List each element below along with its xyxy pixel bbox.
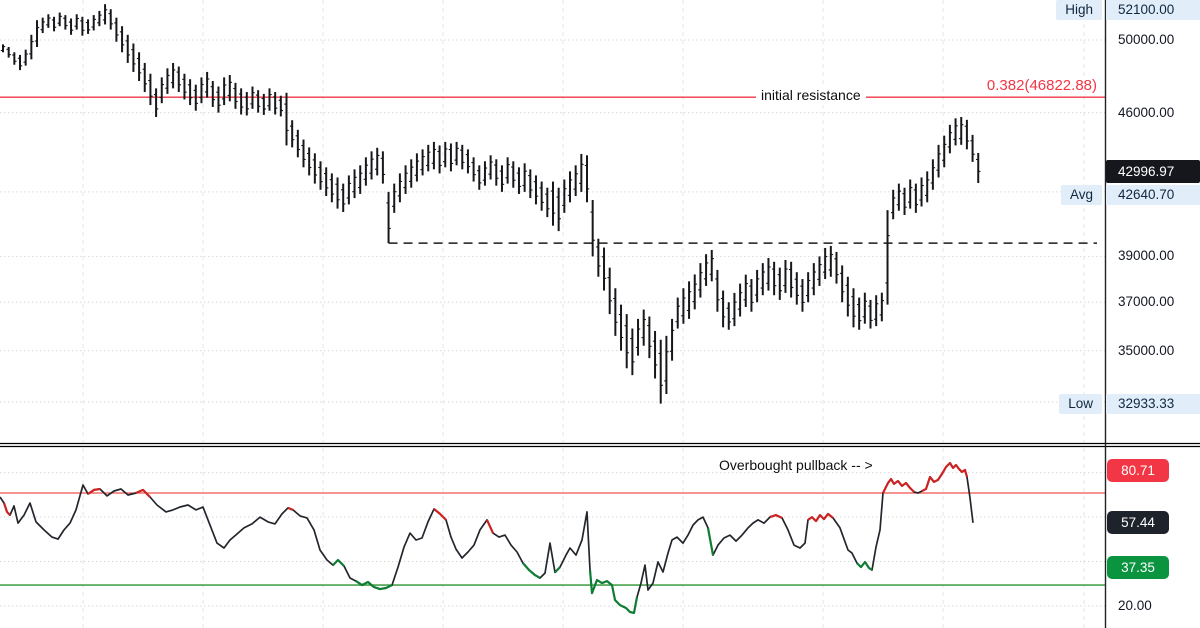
rsi-red-badge: 80.71 (1107, 459, 1169, 483)
fib-level-label: 0.382(46822.88) (986, 77, 1097, 94)
rsi-colored-segment (522, 562, 541, 579)
rsi-colored-segment (856, 560, 873, 571)
rsi-colored-segment (433, 508, 447, 521)
price-axis-label-highlight: 52100.00 (1106, 0, 1200, 20)
rsi-colored-segment (882, 477, 915, 494)
rsi-colored-segment (287, 506, 294, 511)
rsi-colored-segment (769, 513, 783, 519)
rsi-colored-segment (588, 569, 639, 615)
rsi-green-badge: 37.35 (1107, 555, 1169, 579)
rsi-dark-badge: 57.44 (1107, 511, 1169, 535)
price-axis-label: 35000.00 (1118, 342, 1175, 358)
rsi-colored-segment (807, 512, 834, 523)
rsi-line (0, 462, 974, 614)
rsi-colored-segment (355, 580, 393, 591)
price-axis-label: 50000.00 (1118, 32, 1175, 47)
range-label-high: High (1056, 0, 1102, 20)
rsi-colored-segment (554, 566, 561, 574)
overbought-annotation: Overbought pullback -- > (719, 457, 873, 473)
rsi-colored-segment (2, 502, 11, 516)
last-price-badge: 42996.97 (1106, 159, 1200, 183)
price-axis-label-highlight: 32933.33 (1106, 393, 1200, 414)
rsi-colored-segment (706, 527, 715, 556)
rsi-axis-label: 20.00 (1118, 598, 1152, 613)
rsi-colored-segment (485, 519, 495, 534)
rsi-colored-segment (87, 487, 101, 495)
rsi-colored-segment (332, 558, 345, 567)
range-label-avg: Avg (1060, 184, 1102, 205)
range-label-low: Low (1059, 393, 1102, 414)
initial-resistance-label: initial resistance (756, 86, 866, 105)
price-axis-label: 46000.00 (1118, 104, 1175, 120)
price-axis-label-highlight: 42640.70 (1106, 184, 1200, 205)
rsi-colored-segment (135, 488, 151, 498)
price-axis-label: 37000.00 (1118, 294, 1175, 310)
rsi-colored-segment (921, 461, 969, 492)
price-axis-label: 39000.00 (1118, 248, 1175, 264)
